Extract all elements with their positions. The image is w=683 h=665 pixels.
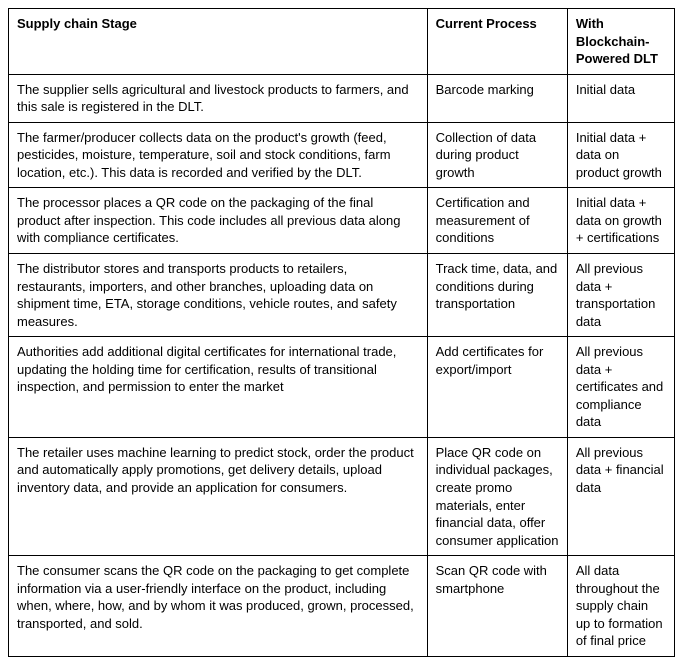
table-row: The retailer uses machine learning to pr… (9, 437, 675, 555)
cell-stage: The retailer uses machine learning to pr… (9, 437, 428, 555)
cell-stage: The farmer/producer collects data on the… (9, 122, 428, 188)
cell-stage: The supplier sells agricultural and live… (9, 74, 428, 122)
table-header-row: Supply chain Stage Current Process With … (9, 9, 675, 75)
cell-dlt: Initial data + data on growth + certific… (567, 188, 674, 254)
cell-dlt: Initial data + data on product growth (567, 122, 674, 188)
cell-dlt: All previous data + transportation data (567, 254, 674, 337)
cell-current: Collection of data during product growth (427, 122, 567, 188)
col-header-current: Current Process (427, 9, 567, 75)
supply-chain-table: Supply chain Stage Current Process With … (8, 8, 675, 657)
cell-current: Place QR code on individual packages, cr… (427, 437, 567, 555)
cell-current: Scan QR code with smartphone (427, 556, 567, 657)
cell-current: Track time, data, and conditions during … (427, 254, 567, 337)
table-row: The processor places a QR code on the pa… (9, 188, 675, 254)
cell-stage: The consumer scans the QR code on the pa… (9, 556, 428, 657)
table-row: The farmer/producer collects data on the… (9, 122, 675, 188)
table-row: The supplier sells agricultural and live… (9, 74, 675, 122)
cell-dlt: All previous data + financial data (567, 437, 674, 555)
cell-dlt: All data throughout the supply chain up … (567, 556, 674, 657)
cell-stage: The distributor stores and transports pr… (9, 254, 428, 337)
cell-current: Barcode marking (427, 74, 567, 122)
col-header-dlt: With Blockchain-Powered DLT (567, 9, 674, 75)
cell-dlt: Initial data (567, 74, 674, 122)
table-row: The distributor stores and transports pr… (9, 254, 675, 337)
cell-current: Certification and measurement of conditi… (427, 188, 567, 254)
cell-stage: The processor places a QR code on the pa… (9, 188, 428, 254)
col-header-stage: Supply chain Stage (9, 9, 428, 75)
cell-current: Add certificates for export/import (427, 337, 567, 438)
table-row: Authorities add additional digital certi… (9, 337, 675, 438)
cell-stage: Authorities add additional digital certi… (9, 337, 428, 438)
cell-dlt: All previous data + certificates and com… (567, 337, 674, 438)
table-row: The consumer scans the QR code on the pa… (9, 556, 675, 657)
